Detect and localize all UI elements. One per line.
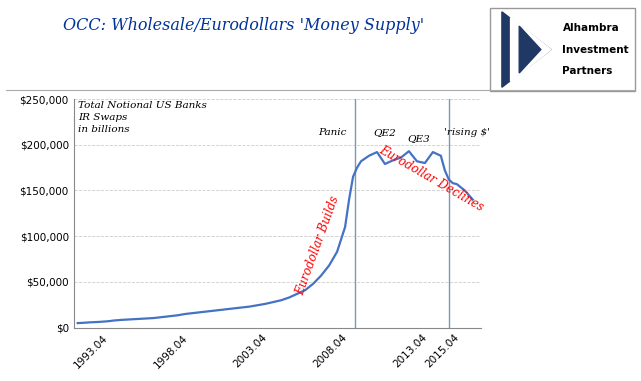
- Text: Total Notional US Banks
IR Swaps
in billions: Total Notional US Banks IR Swaps in bill…: [78, 101, 206, 134]
- Text: Investment: Investment: [563, 45, 629, 54]
- Text: QE2: QE2: [374, 128, 397, 138]
- Text: OCC: Wholesale/Eurodollars 'Money Supply': OCC: Wholesale/Eurodollars 'Money Supply…: [63, 17, 424, 34]
- Text: QE3: QE3: [407, 134, 430, 143]
- Text: Eurodollar Builds: Eurodollar Builds: [294, 194, 342, 297]
- Text: Panic: Panic: [319, 128, 347, 138]
- Text: Eurodollar Declines: Eurodollar Declines: [377, 143, 486, 214]
- Text: 'rising $': 'rising $': [444, 128, 490, 138]
- Polygon shape: [502, 12, 551, 87]
- FancyBboxPatch shape: [490, 8, 635, 91]
- Text: Partners: Partners: [563, 66, 613, 76]
- Polygon shape: [519, 26, 541, 73]
- Polygon shape: [511, 18, 551, 82]
- Text: Alhambra: Alhambra: [563, 23, 619, 33]
